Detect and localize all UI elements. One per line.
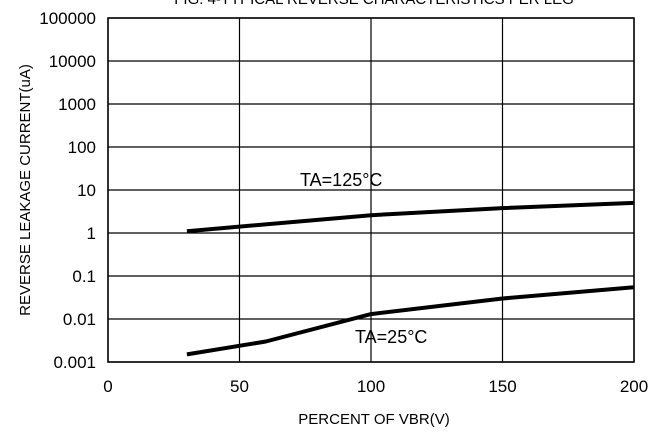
y-tick-label: 0.01 xyxy=(63,310,96,329)
y-tick-label: 10000 xyxy=(49,52,96,71)
chart-title: FIG. 4-TYPICAL REVERSE CHARACTERISTICS P… xyxy=(174,0,574,8)
x-tick-labels: 0 50 100 150 200 xyxy=(103,377,648,396)
y-tick-label: 0.1 xyxy=(72,267,96,286)
x-tick-label: 50 xyxy=(230,377,249,396)
y-tick-label: 10 xyxy=(77,181,96,200)
grid xyxy=(107,17,635,363)
y-tick-label: 0.001 xyxy=(53,353,96,372)
y-tick-label: 1000 xyxy=(58,95,96,114)
y-tick-label: 100 xyxy=(68,138,96,157)
series-line-0 xyxy=(186,200,635,234)
x-tick-label: 200 xyxy=(620,377,648,396)
y-tick-labels: 0.001 0.01 0.1 1 10 100 1000 10000 100000 xyxy=(39,9,96,372)
annotation-ta-25: TA=25°C xyxy=(355,327,427,347)
x-tick-label: 150 xyxy=(488,377,516,396)
annotation-ta-125: TA=125°C xyxy=(300,170,382,190)
y-tick-label: 100000 xyxy=(39,9,96,28)
x-axis-title: PERCENT OF VBR(V) xyxy=(298,411,449,428)
series-lines xyxy=(186,200,635,357)
y-tick-label: 1 xyxy=(87,224,96,243)
series-line-1 xyxy=(186,285,635,357)
x-tick-label: 0 xyxy=(103,377,112,396)
x-tick-label: 100 xyxy=(357,377,385,396)
y-axis-title: REVERSE LEAKAGE CURRENT(uA) xyxy=(17,64,34,316)
